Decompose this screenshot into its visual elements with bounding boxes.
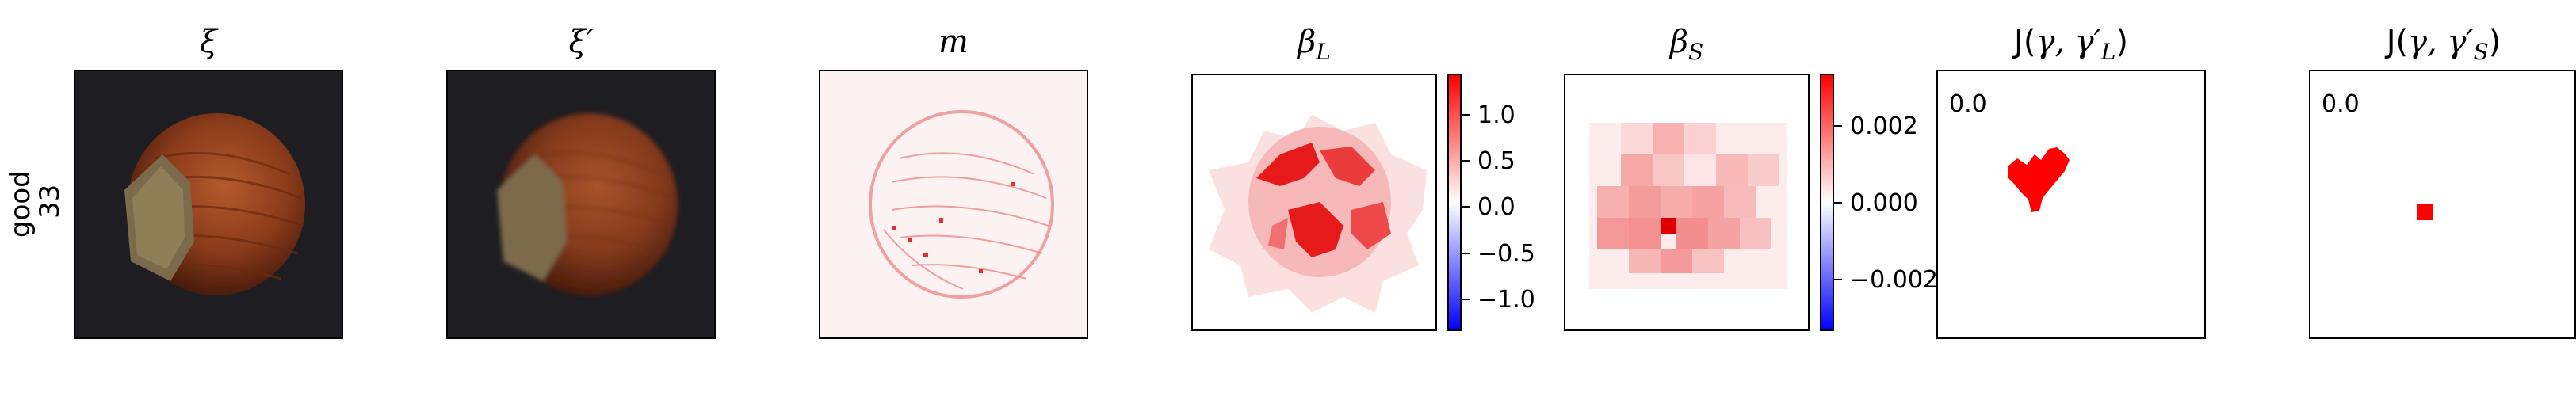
colorbar-beta-L-tick-label: 0.0 bbox=[1477, 193, 1515, 221]
row-label-index: 33 bbox=[34, 184, 67, 219]
image-J-L: 0.0 bbox=[1936, 70, 2206, 339]
J-L-mask bbox=[2008, 147, 2070, 212]
colorbar-beta-L-tick bbox=[1462, 206, 1470, 208]
image-beta-L bbox=[1191, 74, 1437, 331]
colorbar-beta-S bbox=[1820, 74, 1834, 331]
title-xi: ξ bbox=[199, 24, 218, 60]
title-J-S: J(γ, γ′S) bbox=[2386, 24, 2501, 65]
image-beta-S bbox=[1564, 74, 1810, 331]
colorbar-beta-S-tick-label: −0.002 bbox=[1850, 266, 1939, 294]
score-J-S: 0.0 bbox=[2322, 90, 2360, 118]
title-m: m bbox=[938, 24, 969, 60]
colorbar-beta-S-tick-label: 0.000 bbox=[1850, 189, 1918, 217]
beta-S-map bbox=[1589, 123, 1787, 289]
colorbar-beta-S-tick bbox=[1834, 202, 1842, 204]
colorbar-beta-S-tick-label: 0.002 bbox=[1850, 112, 1918, 140]
J-S-mask bbox=[2417, 204, 2433, 220]
row-label: good 33 bbox=[5, 170, 67, 238]
colorbar-beta-S-tick bbox=[1834, 279, 1842, 280]
image-xi-prime bbox=[446, 70, 716, 339]
image-J-S: 0.0 bbox=[2309, 70, 2576, 339]
colorbar-beta-L-tick bbox=[1462, 299, 1470, 300]
hazelnut-image bbox=[124, 113, 305, 295]
title-beta-L: βL bbox=[1298, 24, 1331, 65]
difference-map bbox=[869, 110, 1054, 299]
image-m bbox=[819, 70, 1088, 339]
title-J-L: J(γ, γ′L) bbox=[2014, 24, 2128, 65]
colorbar-beta-S-tick bbox=[1834, 125, 1842, 127]
row-label-class: good bbox=[5, 170, 36, 238]
beta-L-map bbox=[1209, 115, 1427, 313]
colorbar-beta-L-tick-label: 1.0 bbox=[1477, 101, 1515, 129]
hazelnut-reconstruction bbox=[497, 113, 678, 295]
score-J-L: 0.0 bbox=[1949, 90, 1987, 118]
colorbar-beta-L-tick-label: −0.5 bbox=[1477, 240, 1535, 268]
colorbar-beta-L-tick bbox=[1462, 160, 1470, 162]
colorbar-beta-L-tick bbox=[1462, 114, 1470, 116]
colorbar-beta-L-tick-label: 0.5 bbox=[1477, 147, 1515, 175]
title-beta-S: βS bbox=[1669, 24, 1704, 65]
colorbar-beta-L bbox=[1447, 74, 1462, 331]
title-xi-prime: ξ′ bbox=[568, 24, 594, 60]
image-xi bbox=[74, 70, 343, 339]
colorbar-beta-L-tick bbox=[1462, 253, 1470, 254]
colorbar-beta-L-tick-label: −1.0 bbox=[1477, 286, 1535, 314]
